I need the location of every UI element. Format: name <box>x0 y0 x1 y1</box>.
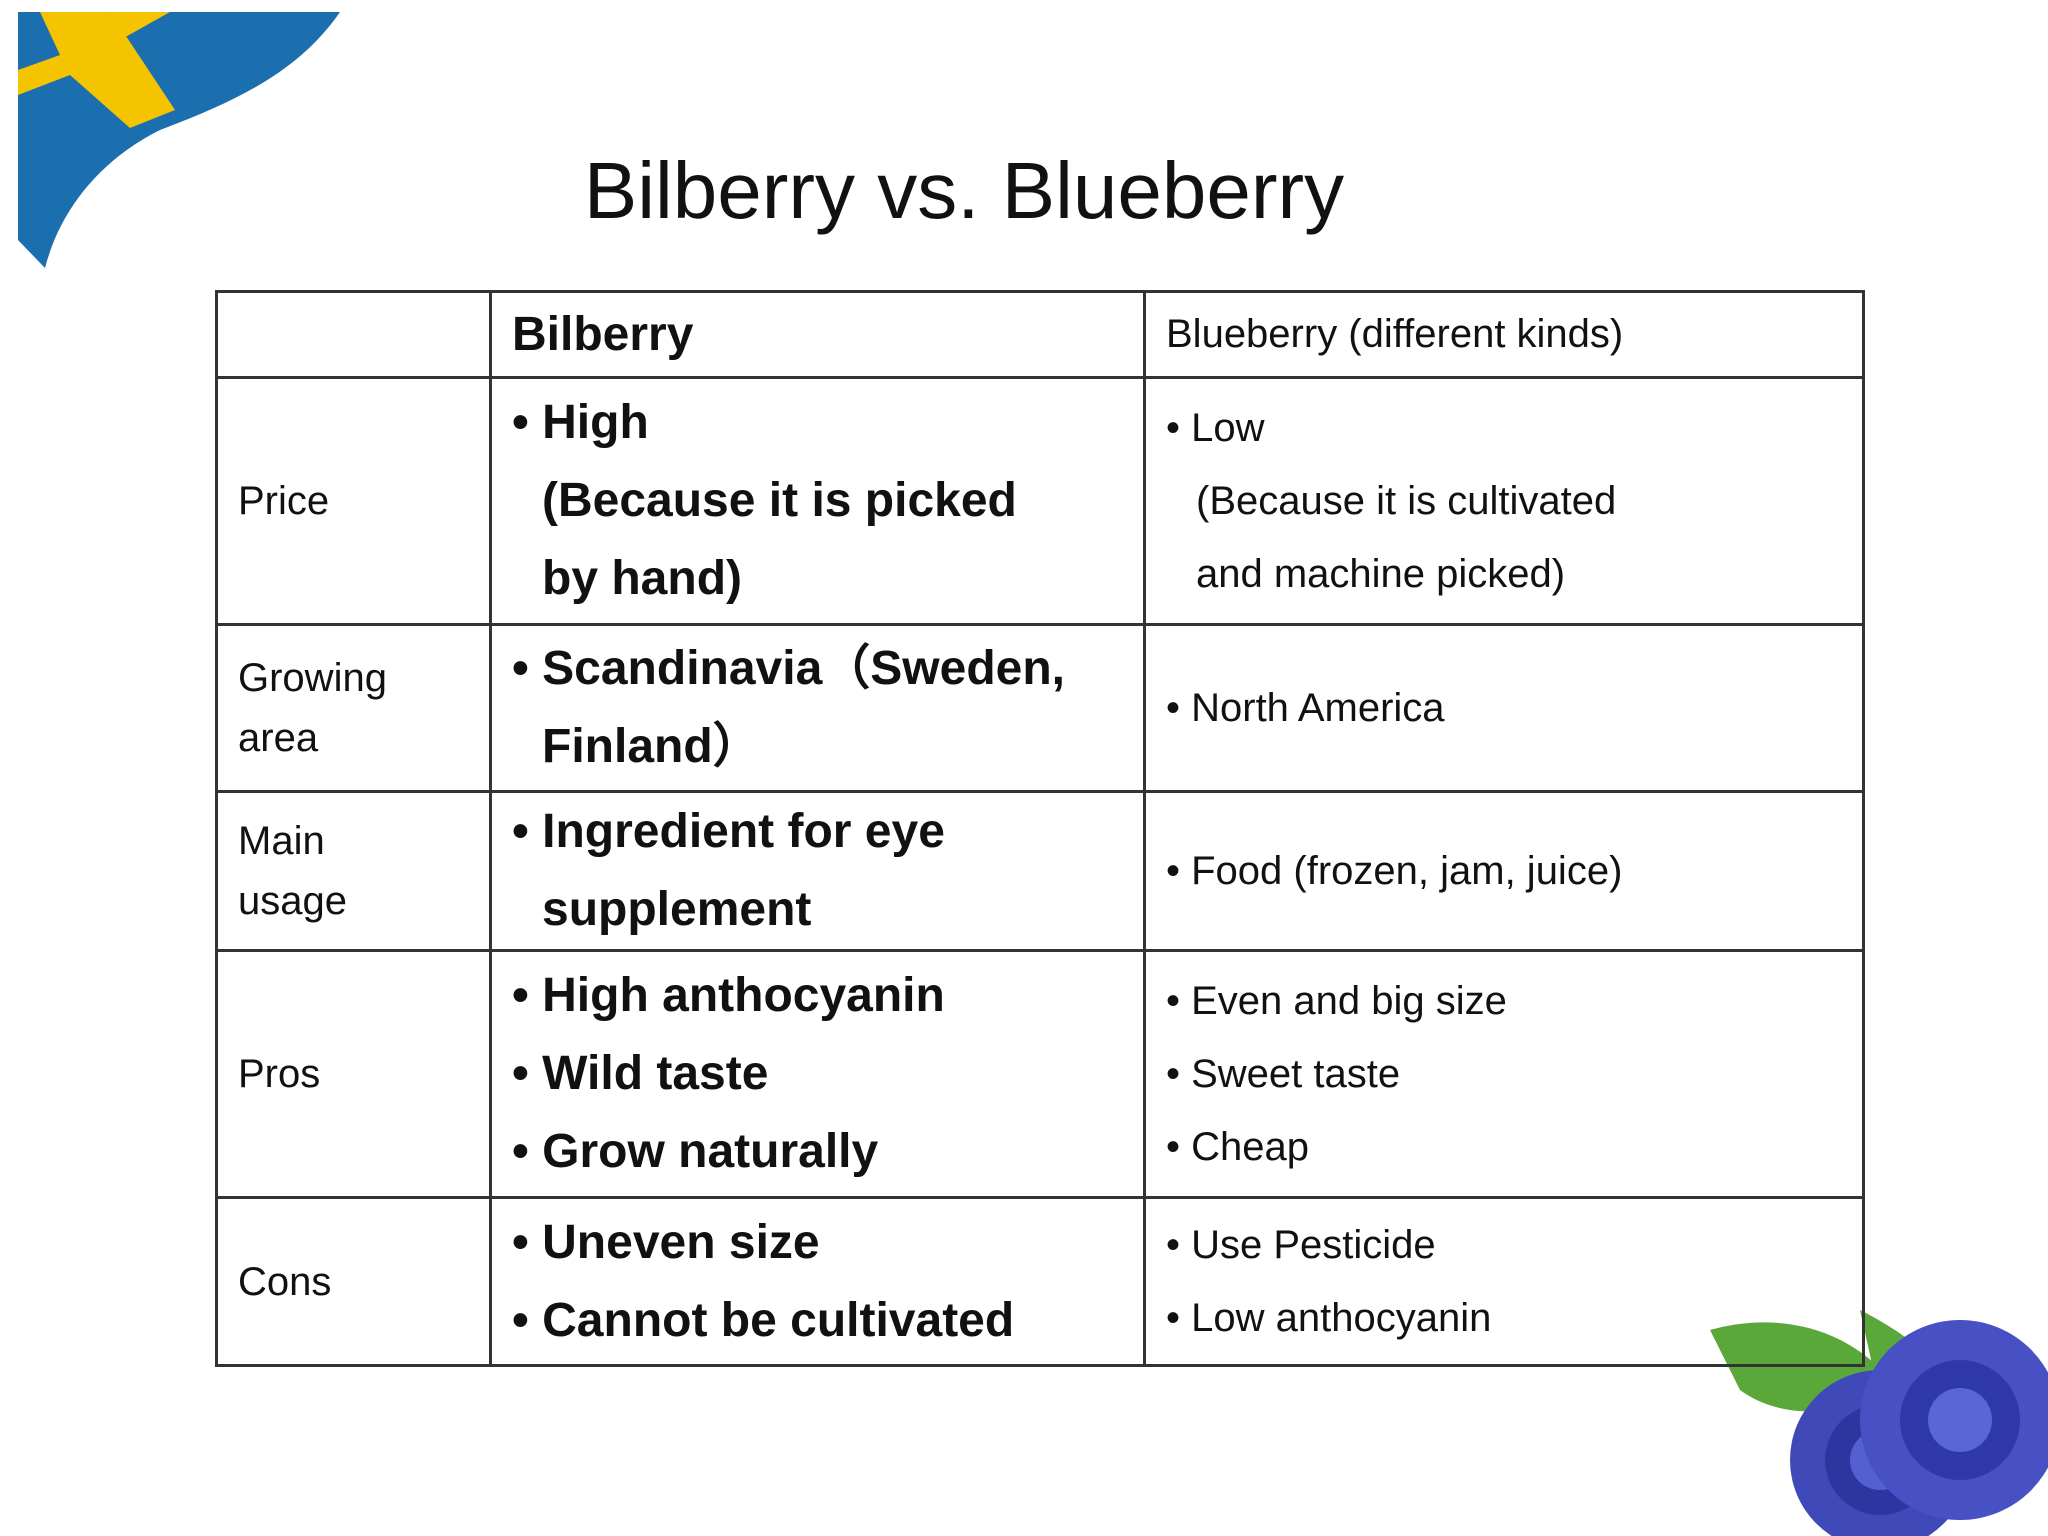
table-cell: • Scandinavia（Sweden, Finland） <box>489 623 1146 793</box>
table-cell: • Use Pesticide • Low anthocyanin <box>1143 1196 1865 1367</box>
cell-line: • Wild taste <box>512 1047 769 1100</box>
cell-line: • Ingredient for eye <box>512 805 945 858</box>
table-row: Main usage • Ingredient for eye supplement •… <box>215 790 1865 952</box>
cell-line: • High <box>512 396 649 449</box>
cell-line: (Because it is picked <box>542 474 1017 527</box>
cell-line: usage <box>238 879 347 923</box>
cell-line: Growing <box>238 656 387 700</box>
header-row: Bilberry Blueberry (different kinds) <box>215 290 1865 379</box>
table-row: Pros • High anthocyanin • Wild taste • Grow… <box>215 949 1865 1199</box>
cell-line: area <box>238 716 319 760</box>
cell-line: Price <box>238 479 330 523</box>
table-cell: • Low (Because it is cultivated and machin… <box>1143 376 1865 626</box>
header-cell: Blueberry (different kinds) <box>1143 290 1865 379</box>
table-row: Cons • Uneven size • Cannot be cultivated •… <box>215 1196 1865 1367</box>
cell-line: • Grow naturally <box>512 1125 879 1178</box>
cell-line: • Cannot be cultivated <box>512 1293 1015 1347</box>
comparison-table: Bilberry Blueberry (different kinds) Pri… <box>215 290 1865 1367</box>
table-cell: • Even and big size • Sweet taste • Cheap <box>1143 949 1865 1199</box>
cell-line: • Use Pesticide <box>1166 1222 1436 1267</box>
cell-line: • Low anthocyanin <box>1166 1295 1492 1340</box>
cell-line: • Cheap <box>1166 1124 1309 1169</box>
table-cell: Growing area <box>215 623 492 793</box>
table-cell: • Food (frozen, jam, juice) <box>1143 790 1865 952</box>
table-cell: • High anthocyanin • Wild taste • Grow nat… <box>489 949 1146 1199</box>
cell-line: (Because it is cultivated <box>1196 478 1617 523</box>
empty-cell <box>215 290 492 379</box>
cell-line: • Low <box>1166 405 1265 450</box>
table-cell: • North America <box>1143 623 1865 793</box>
table-cell: Price <box>215 376 492 626</box>
cell-line: • Food (frozen, jam, juice) <box>1166 848 1623 893</box>
cell-line: • Uneven size <box>512 1215 820 1269</box>
table-row: Price • High (Because it is picked by hand)… <box>215 376 1865 626</box>
table-cell: Pros <box>215 949 492 1199</box>
cell-line: Main <box>238 819 325 863</box>
slide-title: Bilberry vs. Blueberry <box>583 146 1345 235</box>
table-cell: • High (Because it is picked by hand) <box>489 376 1146 626</box>
cell-line: • Scandinavia（Sweden, <box>512 642 1065 695</box>
cell-line: Finland） <box>542 720 761 773</box>
table-cell: • Ingredient for eye supplement <box>489 790 1146 952</box>
cell-line: Pros <box>238 1052 321 1096</box>
cell-line: • North America <box>1166 685 1445 730</box>
table-cell: Cons <box>215 1196 492 1367</box>
cell-line: Cons <box>238 1259 332 1304</box>
cell-line: • Sweet taste <box>1166 1051 1401 1096</box>
cell-line: • Even and big size <box>1166 978 1507 1023</box>
cell-line: and machine picked) <box>1196 551 1566 596</box>
table-cell: • Uneven size • Cannot be cultivated <box>489 1196 1146 1367</box>
table-cell: Main usage <box>215 790 492 952</box>
table-row: Growing area • Scandinavia（Sweden, Finland）… <box>215 623 1865 793</box>
header-cell: Bilberry <box>489 290 1146 379</box>
cell-line: by hand) <box>542 552 742 605</box>
cell-line: supplement <box>542 883 812 936</box>
cell-line: • High anthocyanin <box>512 969 945 1022</box>
